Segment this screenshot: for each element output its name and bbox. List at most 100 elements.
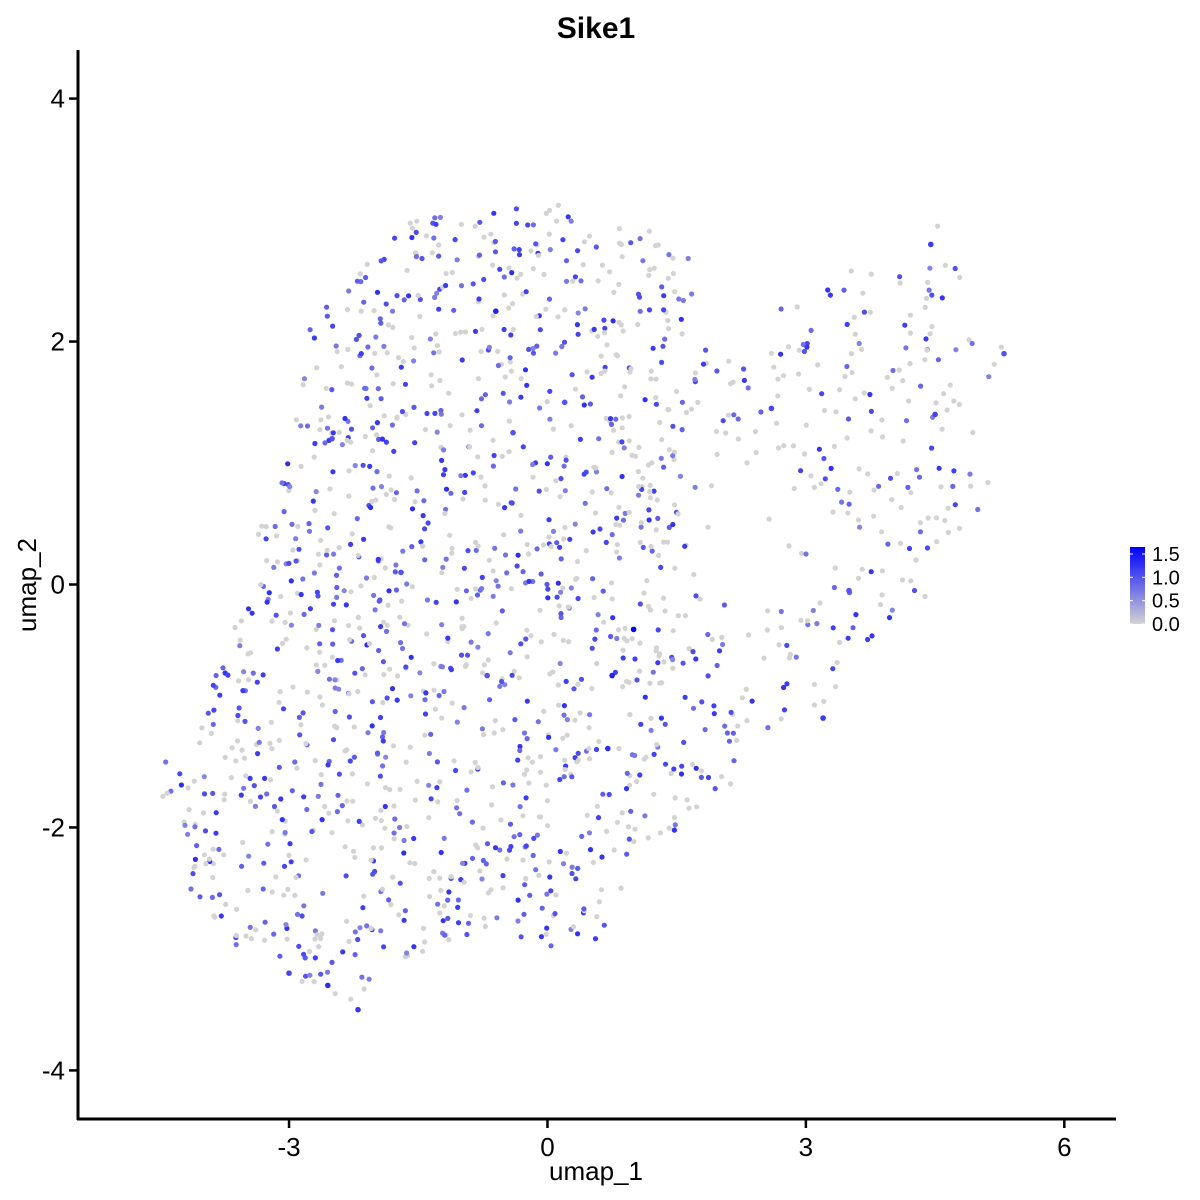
cell-point (530, 578, 536, 585)
cell-point (638, 520, 644, 526)
cell-point (459, 412, 465, 418)
cell-point (731, 412, 737, 418)
cell-point (581, 402, 587, 408)
cell-point (671, 827, 678, 833)
cell-point (568, 423, 574, 429)
cell-point (428, 796, 434, 802)
cell-point (507, 355, 513, 361)
cell-point (543, 486, 550, 493)
cell-point (575, 331, 581, 337)
cell-point (459, 624, 465, 630)
cell-point (804, 618, 811, 624)
cell-point (468, 595, 474, 602)
cell-point (507, 359, 513, 365)
cell-point (339, 803, 345, 809)
cell-point-high (561, 399, 568, 406)
cell-point (311, 454, 317, 460)
cell-point (787, 651, 793, 658)
cell-point (544, 399, 550, 405)
cell-point (335, 657, 341, 664)
cell-point (243, 933, 249, 939)
cell-point (412, 499, 418, 505)
cell-point (647, 495, 654, 501)
cell-point (796, 347, 802, 353)
cell-point (524, 627, 530, 633)
cell-point (647, 267, 653, 273)
cell-point (344, 918, 350, 924)
cell-point (313, 662, 319, 668)
cell-point-high (609, 672, 615, 679)
cell-point (582, 306, 588, 312)
cell-point (629, 636, 635, 642)
cell-point (480, 825, 486, 831)
cell-point (565, 604, 572, 610)
cell-point (348, 996, 354, 1002)
cell-point (414, 488, 420, 494)
cell-point (538, 571, 544, 577)
cell-point (426, 782, 432, 788)
cell-point (424, 631, 430, 637)
cell-point (798, 550, 805, 556)
cell-point (274, 646, 280, 652)
cell-point (323, 385, 329, 391)
cell-point (393, 587, 400, 593)
cell-point (510, 782, 516, 788)
cell-point (705, 631, 711, 638)
cell-point (397, 786, 403, 792)
cell-point (383, 754, 389, 760)
cell-point (682, 694, 688, 700)
cell-point (267, 740, 273, 747)
cell-point (648, 376, 654, 382)
cell-point (543, 306, 549, 312)
cell-point (614, 635, 620, 642)
cell-point (326, 676, 332, 682)
cell-point-high (820, 715, 826, 721)
cell-point (845, 416, 852, 422)
cell-point-high (286, 970, 292, 976)
cell-point (462, 663, 469, 670)
cell-point (390, 381, 396, 387)
cell-point (409, 584, 415, 590)
cell-point (315, 793, 321, 799)
cell-point (672, 822, 678, 828)
cell-point (317, 641, 323, 647)
cell-point (506, 418, 512, 424)
cell-point (629, 452, 635, 458)
cell-point (236, 705, 242, 711)
cell-point (352, 854, 358, 861)
cell-point (518, 271, 524, 277)
cell-point (467, 913, 473, 919)
cell-point (546, 534, 552, 540)
cell-point (274, 808, 280, 814)
cell-point (403, 411, 409, 418)
cell-point (401, 850, 407, 856)
cell-point (233, 932, 239, 939)
cell-point (344, 798, 350, 804)
cell-point (744, 460, 750, 466)
cell-point (536, 814, 543, 820)
cell-point (360, 462, 366, 468)
cell-point (726, 738, 733, 744)
cell-point (334, 349, 340, 355)
cell-point (476, 296, 482, 302)
cell-point (467, 427, 473, 433)
legend-label: 0.5 (1152, 591, 1180, 613)
cell-point (500, 727, 506, 733)
cell-point (380, 700, 386, 706)
cell-point (346, 938, 352, 945)
cell-point (442, 510, 448, 517)
cell-point (248, 936, 254, 942)
cell-point (500, 780, 506, 786)
cell-point (524, 654, 530, 660)
cell-point (827, 292, 834, 298)
cell-point (798, 617, 804, 623)
cell-point (534, 546, 540, 552)
cell-point (897, 540, 904, 546)
cell-point (499, 453, 505, 459)
cell-point (322, 803, 328, 810)
cell-point (364, 923, 370, 929)
cell-point (273, 612, 279, 618)
cell-point (652, 243, 659, 249)
cell-point (431, 350, 437, 356)
cell-point (279, 640, 286, 647)
